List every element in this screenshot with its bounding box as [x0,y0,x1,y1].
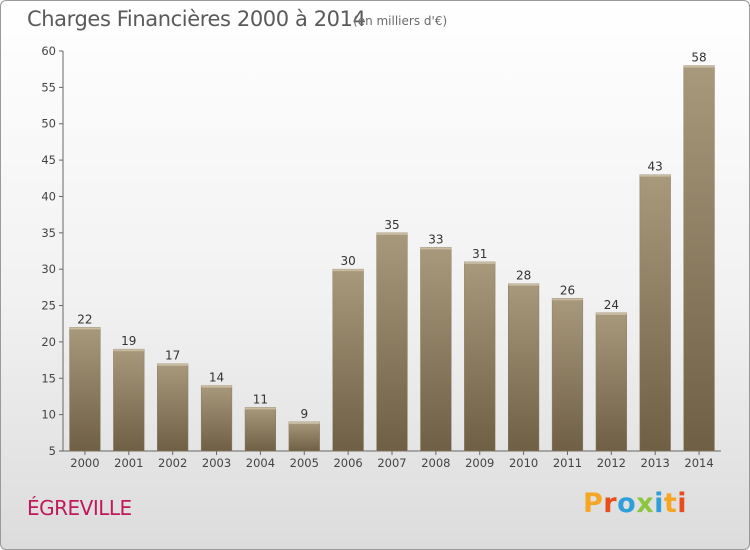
bar-2005 [288,421,320,452]
bar-2003 [200,385,233,452]
logo-letter: x [636,488,655,519]
bar-value-label: 11 [253,392,268,406]
x-tick-label: 2006 [333,456,362,470]
logo-letter: t [663,488,678,519]
x-tick-label: 2008 [421,456,450,470]
x-tick-label: 2007 [377,456,406,470]
y-tick-label: 10 [41,408,56,422]
proxiti-logo: Proxiti [583,488,687,519]
y-tick-label: 15 [41,371,56,385]
bar-2010 [507,283,540,452]
bar-2006 [332,268,364,452]
bar-2002 [157,363,189,452]
bar-highlight [245,407,276,410]
logo-letter: P [583,488,604,519]
bar-value-label: 14 [209,371,224,385]
y-tick-label: 55 [41,80,56,94]
logo-letter: i [654,488,664,519]
x-tick-label: 2000 [70,456,99,470]
bar-value-label: 24 [604,298,619,312]
x-tick-label: 2004 [246,456,275,470]
y-tick-label: 5 [49,444,56,458]
bar-2000 [69,327,101,452]
bar-value-label: 58 [691,51,706,65]
bar-highlight [552,298,583,301]
bar-value-label: 43 [648,160,663,174]
chart-subtitle: (en milliers d'€) [353,14,448,28]
chart-bars: 22 19 17 14 11 9 30 35 33 31 28 26 24 43 58 [69,51,715,452]
bar-2011 [551,298,584,452]
bar-2004 [244,407,277,452]
x-tick-label: 2002 [158,456,187,470]
bar-highlight [420,247,452,250]
bar-2012 [595,312,627,452]
bar-value-label: 33 [428,232,443,246]
bar-value-label: 26 [560,283,575,297]
bar-highlight [683,65,715,68]
bar-highlight [157,363,189,366]
x-tick-label: 2012 [597,456,626,470]
bar-value-label: 17 [165,349,180,363]
y-tick-label: 60 [41,44,56,58]
bar-value-label: 30 [340,254,355,268]
bar-highlight [69,327,101,330]
x-tick-label: 2014 [684,456,713,470]
y-tick-label: 45 [41,153,56,167]
x-tick-label: 2013 [641,456,670,470]
chart-axes: 5 10 15 20 25 30 35 40 45 50 55 60 2000 2001 2002 2003 2… [41,44,721,470]
y-tick-label: 20 [41,335,56,349]
bar-2009 [464,261,496,452]
y-tick-label: 50 [41,117,56,131]
bar-highlight [288,421,320,424]
x-tick-label: 2011 [553,456,582,470]
bar-2008 [420,247,452,452]
bar-highlight [595,312,627,315]
bar-highlight [113,349,145,352]
bar-2007 [376,232,408,452]
y-tick-label: 40 [41,189,56,203]
y-tick-label: 35 [41,226,56,240]
bar-value-label: 19 [121,334,136,348]
y-tick-label: 30 [41,262,56,276]
bar-value-label: 35 [384,218,399,232]
logo-letter: o [617,488,637,519]
y-tick-label: 25 [41,299,56,313]
bar-value-label: 22 [77,312,92,326]
x-tick-label: 2005 [290,456,319,470]
logo-letter: r [603,488,618,519]
x-tick-label: 2009 [465,456,494,470]
x-tick-label: 2010 [509,456,538,470]
commune-name: ÉGREVILLE [27,496,132,520]
bar-value-label: 31 [472,247,487,261]
bar-highlight [201,385,232,388]
bar-2001 [113,348,145,452]
bar-highlight [508,283,539,286]
bar-highlight [376,232,408,235]
logo-letter: i [677,488,688,519]
bar-highlight [639,174,671,177]
chart-title: Charges Financières 2000 à 2014 [27,7,366,31]
bar-value-label: 9 [300,407,308,421]
x-tick-label: 2003 [202,456,231,470]
bar-highlight [464,261,496,264]
bar-value-label: 28 [516,269,531,283]
x-tick-label: 2001 [114,456,143,470]
bar-2014 [683,65,715,452]
bar-2013 [639,174,671,452]
bar-highlight [332,269,364,272]
